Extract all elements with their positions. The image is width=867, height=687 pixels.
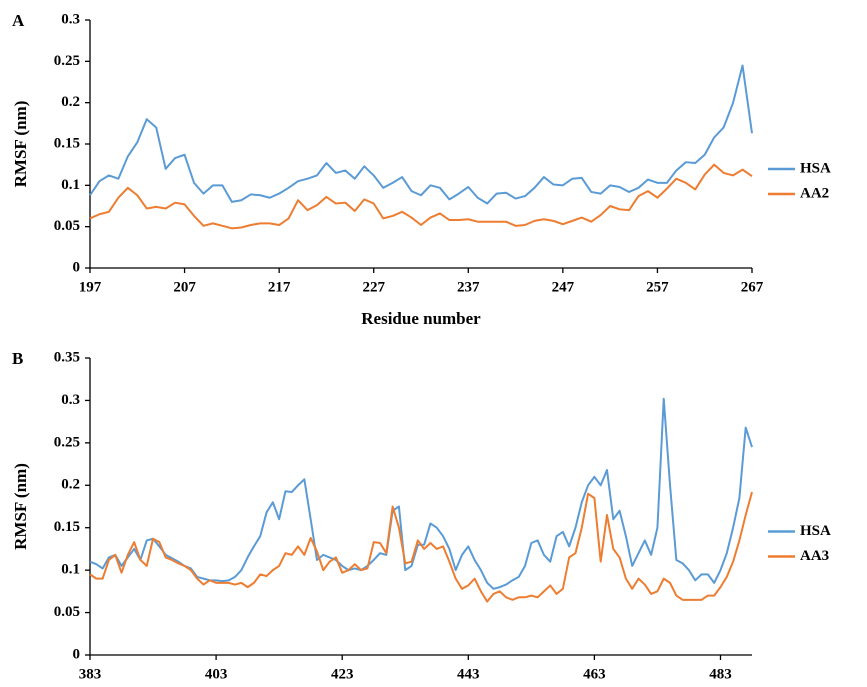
y-tick-label: 0.35 <box>54 349 80 365</box>
y-tick-label: 0.25 <box>54 434 80 450</box>
y-tick-label: 0.3 <box>61 11 80 27</box>
legend-label: HSA <box>800 523 831 539</box>
x-tick-label: 383 <box>79 666 102 682</box>
series-line <box>89 163 753 230</box>
y-axis-label: RMSF (nm) <box>11 101 30 188</box>
x-tick-label: 483 <box>709 666 732 682</box>
y-tick-label: 0.2 <box>61 477 80 493</box>
x-tick-label: 267 <box>741 279 764 295</box>
x-tick-label: 227 <box>362 279 385 295</box>
y-tick-label: 0.25 <box>54 53 80 69</box>
x-axis-label: Residue number <box>361 309 481 328</box>
x-tick-label: 197 <box>79 279 102 295</box>
y-tick-label: 0.1 <box>61 177 80 193</box>
x-tick-label: 423 <box>331 666 354 682</box>
y-tick-label: 0.2 <box>61 94 80 110</box>
x-tick-label: 247 <box>552 279 575 295</box>
y-tick-label: 0.1 <box>61 562 80 578</box>
legend-label: AA3 <box>800 548 829 564</box>
y-tick-label: 0 <box>73 646 81 662</box>
x-tick-label: 257 <box>646 279 669 295</box>
series-line <box>89 491 753 603</box>
y-axis-label: RMSF (nm) <box>11 463 30 550</box>
x-tick-label: 443 <box>457 666 480 682</box>
series-line <box>89 397 753 590</box>
x-tick-label: 207 <box>173 279 196 295</box>
y-tick-label: 0.15 <box>54 519 80 535</box>
panel-label: B <box>12 349 23 368</box>
x-tick-label: 403 <box>205 666 228 682</box>
x-tick-label: 463 <box>583 666 606 682</box>
y-tick-label: 0.15 <box>54 135 80 151</box>
y-tick-label: 0.05 <box>54 218 80 234</box>
y-tick-label: 0.05 <box>54 604 80 620</box>
x-tick-label: 217 <box>268 279 291 295</box>
x-tick-label: 237 <box>457 279 480 295</box>
y-tick-label: 0 <box>73 259 81 275</box>
panel-label: A <box>12 11 25 30</box>
series-line <box>89 64 753 205</box>
legend-label: AA2 <box>800 185 829 201</box>
y-tick-label: 0.3 <box>61 392 80 408</box>
legend-label: HSA <box>800 160 831 176</box>
